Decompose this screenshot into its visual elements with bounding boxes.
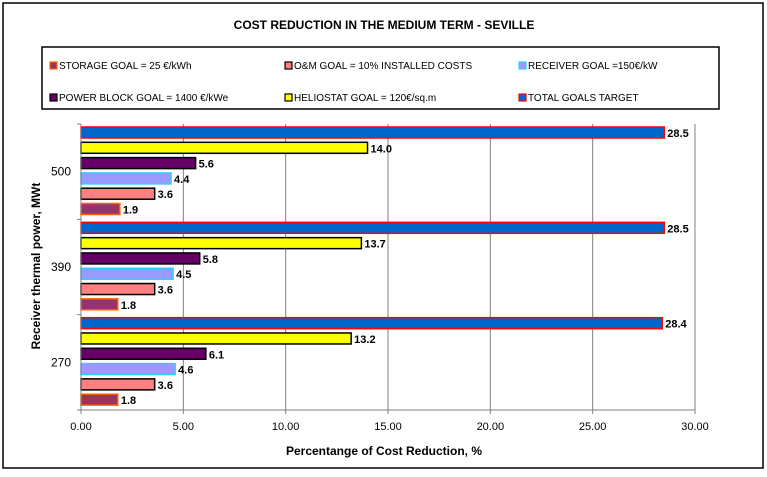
y-tick-label: 500 bbox=[51, 165, 71, 179]
legend-label: HELIOSTAT GOAL = 120€/sq.m bbox=[294, 93, 436, 104]
data-label: 1.8 bbox=[121, 300, 136, 312]
x-tick-label: 0.00 bbox=[70, 421, 91, 433]
data-label: 6.1 bbox=[209, 349, 224, 361]
bar bbox=[80, 267, 174, 280]
legend-label: POWER BLOCK GOAL = 1400 €/kWe bbox=[59, 93, 229, 104]
y-tick-label: 390 bbox=[51, 260, 71, 274]
legend-box bbox=[41, 46, 720, 110]
bar bbox=[80, 378, 156, 391]
data-label: 13.7 bbox=[364, 239, 385, 251]
data-label: 1.8 bbox=[121, 395, 136, 407]
bar bbox=[80, 316, 664, 330]
data-label: 4.4 bbox=[174, 174, 190, 186]
y-tick-label: 270 bbox=[51, 355, 71, 369]
data-label: 28.4 bbox=[665, 319, 687, 331]
legend: STORAGE GOAL = 25 €/kWh O&M GOAL = 10% IN… bbox=[49, 61, 658, 104]
data-label: 4.6 bbox=[178, 365, 193, 377]
data-label: 13.2 bbox=[354, 334, 375, 346]
legend-label: TOTAL GOALS TARGET bbox=[528, 93, 639, 104]
chart-title: COST REDUCTION IN THE MEDIUM TERM - SEVI… bbox=[234, 18, 535, 32]
data-label: 3.6 bbox=[158, 380, 173, 392]
data-label: 28.5 bbox=[667, 223, 688, 235]
bars: 28.514.05.64.43.61.928.513.75.84.53.61.8… bbox=[80, 126, 689, 407]
x-tick-label: 30.00 bbox=[681, 421, 709, 433]
bar bbox=[80, 282, 156, 296]
bar bbox=[80, 221, 666, 235]
data-label: 3.6 bbox=[158, 285, 173, 297]
legend-label: STORAGE GOAL = 25 €/kWh bbox=[59, 61, 192, 72]
bar bbox=[80, 298, 119, 311]
bar bbox=[80, 187, 156, 200]
bar bbox=[80, 347, 207, 361]
bar bbox=[80, 393, 119, 406]
legend-swatch bbox=[284, 61, 293, 70]
data-label: 1.9 bbox=[123, 205, 138, 217]
legend-swatch bbox=[518, 93, 527, 102]
data-label: 5.8 bbox=[203, 254, 218, 266]
x-axis-label: Percentange of Cost Reduction, % bbox=[286, 444, 482, 458]
bar bbox=[80, 332, 352, 345]
bar bbox=[80, 202, 121, 216]
x-tick-label: 10.00 bbox=[272, 421, 300, 433]
x-tick-label: 5.00 bbox=[173, 421, 194, 433]
bar bbox=[80, 236, 363, 250]
bar bbox=[80, 172, 172, 185]
data-label: 3.6 bbox=[158, 189, 173, 201]
data-label: 28.5 bbox=[667, 128, 688, 140]
x-tick-label: 15.00 bbox=[374, 421, 402, 433]
legend-label: RECEIVER GOAL =150€/kW bbox=[528, 61, 658, 72]
axes: 0.00 5.00 10.00 15.00 20.00 25.00 30.00 500 390 2… bbox=[51, 123, 709, 433]
bar bbox=[80, 252, 201, 265]
data-label: 5.6 bbox=[199, 159, 214, 171]
bar bbox=[80, 141, 369, 155]
x-tick-label: 25.00 bbox=[579, 421, 607, 433]
legend-label: O&M GOAL = 10% INSTALLED COSTS bbox=[294, 61, 472, 72]
legend-swatch bbox=[49, 61, 58, 70]
y-axis-label: Receiver thermal power, MWt bbox=[29, 183, 43, 350]
data-label: 14.0 bbox=[371, 143, 392, 155]
legend-swatch bbox=[49, 93, 58, 102]
legend-swatch bbox=[284, 93, 293, 102]
gridlines bbox=[182, 124, 696, 410]
bar bbox=[80, 156, 197, 170]
data-label: 4.5 bbox=[176, 269, 191, 281]
bar bbox=[80, 362, 176, 376]
bar bbox=[80, 126, 666, 139]
x-tick-label: 20.00 bbox=[477, 421, 505, 433]
legend-swatch bbox=[518, 61, 527, 70]
